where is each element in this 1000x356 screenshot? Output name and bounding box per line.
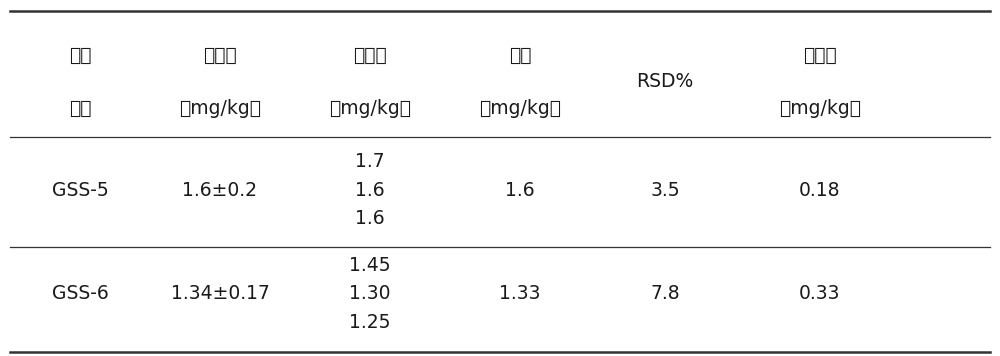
Text: 均值: 均值 <box>509 46 531 65</box>
Text: 1.34±0.17: 1.34±0.17 <box>171 284 269 303</box>
Text: 1.45: 1.45 <box>349 256 391 275</box>
Text: 样品: 样品 <box>69 46 91 65</box>
Text: （mg/kg）: （mg/kg） <box>779 99 861 118</box>
Text: 0.33: 0.33 <box>799 284 841 303</box>
Text: 7.8: 7.8 <box>650 284 680 303</box>
Text: GSS-6: GSS-6 <box>52 284 108 303</box>
Text: 1.6: 1.6 <box>355 209 385 229</box>
Text: 1.7: 1.7 <box>355 152 385 172</box>
Text: GSS-5: GSS-5 <box>52 181 108 200</box>
Text: 1.25: 1.25 <box>349 313 391 332</box>
Text: 3.5: 3.5 <box>650 181 680 200</box>
Text: 名称: 名称 <box>69 99 91 118</box>
Text: （mg/kg）: （mg/kg） <box>329 99 411 118</box>
Text: RSD%: RSD% <box>636 72 694 91</box>
Text: 检出限: 检出限 <box>803 46 837 65</box>
Text: 0.18: 0.18 <box>799 181 841 200</box>
Text: 1.6: 1.6 <box>505 181 535 200</box>
Text: 测定值: 测定值 <box>353 46 387 65</box>
Text: （mg/kg）: （mg/kg） <box>479 99 561 118</box>
Text: 1.30: 1.30 <box>349 284 391 303</box>
Text: 标准值: 标准值 <box>203 46 237 65</box>
Text: 1.33: 1.33 <box>499 284 541 303</box>
Text: 1.6: 1.6 <box>355 181 385 200</box>
Text: 1.6±0.2: 1.6±0.2 <box>182 181 258 200</box>
Text: （mg/kg）: （mg/kg） <box>179 99 261 118</box>
